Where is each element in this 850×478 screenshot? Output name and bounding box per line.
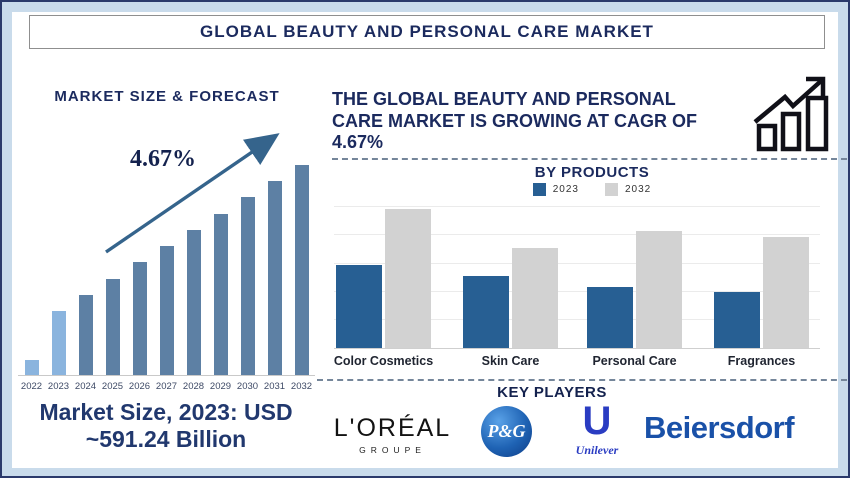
- loreal-groupe-label: GROUPE: [359, 445, 426, 455]
- forecast-bar-2024: [78, 295, 93, 375]
- forecast-year-label-2029: 2029: [209, 381, 232, 392]
- loreal-wordmark: L'ORÉAL: [333, 414, 452, 442]
- legend-label-2032: 2032: [625, 184, 652, 195]
- forecast-year-label-2032: 2032: [290, 381, 313, 392]
- forecast-bar-column-2032: [288, 165, 315, 375]
- products-gridline: [334, 234, 820, 235]
- forecast-bar-column-2023: [45, 311, 72, 375]
- forecast-bar-2030: [240, 197, 255, 375]
- product-bar-2032-color-cosmetics: [385, 209, 431, 348]
- legend-item-2032: 2032: [605, 183, 651, 196]
- forecast-bar-2031: [267, 181, 282, 375]
- forecast-year-label-2027: 2027: [155, 381, 178, 392]
- dashed-divider-top: [332, 158, 847, 160]
- market-size-line1: Market Size, 2023: USD: [39, 399, 293, 425]
- forecast-bar-2022: [24, 360, 39, 375]
- forecast-year-label-2028: 2028: [182, 381, 205, 392]
- content-area: GLOBAL BEAUTY AND PERSONAL CARE MARKET M…: [12, 12, 847, 468]
- forecast-bar-column-2024: [72, 295, 99, 375]
- loreal-logo: L'ORÉAL GROUPE: [325, 414, 460, 455]
- products-gridline: [334, 263, 820, 264]
- forecast-bar-column-2026: [126, 262, 153, 375]
- forecast-bar-column-2029: [207, 214, 234, 375]
- page-title: GLOBAL BEAUTY AND PERSONAL CARE MARKET: [200, 22, 654, 41]
- legend-label-2023: 2023: [552, 184, 579, 195]
- forecast-axis-labels: 2022 2023 2024 2025 2026 2027 2028 2029 2030 2031…: [18, 381, 315, 392]
- product-bar-2023-color-cosmetics: [336, 265, 382, 348]
- cagr-headline-line2: CARE MARKET IS GROWING AT CAGR OF: [332, 110, 697, 131]
- legend-swatch-2023: [532, 183, 546, 196]
- forecast-bar-column-2028: [180, 230, 207, 375]
- trend-arrow-icon: [105, 133, 280, 254]
- header-title-bar: GLOBAL BEAUTY AND PERSONAL CARE MARKET: [29, 15, 825, 49]
- forecast-bar-2029: [213, 214, 228, 375]
- product-category-label-skin-care: Skin Care: [481, 354, 540, 368]
- products-gridline: [334, 206, 820, 207]
- market-size-line2: ~591.24 Billion: [85, 426, 247, 452]
- products-gridline: [334, 319, 820, 320]
- unilever-wordmark: Unilever: [575, 443, 619, 457]
- forecast-year-label-2023: 2023: [47, 381, 70, 392]
- forecast-bar-2023: [51, 311, 66, 375]
- unilever-logo: U Unilever: [563, 400, 631, 458]
- forecast-bar-column-2022: [18, 360, 45, 375]
- cagr-headline-line1: THE GLOBAL BEAUTY AND PERSONAL: [332, 89, 676, 109]
- product-category-label-fragrances: Fragrances: [727, 354, 796, 368]
- pg-logo: P&G: [481, 406, 532, 457]
- forecast-bar-2032: [294, 165, 309, 375]
- products-legend: 2023 2032: [442, 183, 742, 196]
- forecast-bar-column-2027: [153, 246, 180, 375]
- forecast-bar-2025: [105, 279, 120, 375]
- product-bar-2032-fragrances: [763, 237, 809, 348]
- product-group-skin-care: [463, 248, 558, 348]
- forecast-section-title: MARKET SIZE & FORECAST: [54, 88, 280, 105]
- forecast-bar-column-2030: [234, 197, 261, 375]
- product-bar-2023-fragrances: [714, 292, 760, 348]
- forecast-bar-2028: [186, 230, 201, 375]
- forecast-chart: 2022 2023 2024 2025 2026 2027 2028 2029 2030 2031…: [18, 162, 315, 392]
- forecast-bars: [18, 162, 315, 376]
- products-gridline: [334, 291, 820, 292]
- product-bar-2023-personal-care: [587, 287, 633, 348]
- product-category-label-personal-care: Personal Care: [592, 354, 677, 368]
- cagr-headline: THE GLOBAL BEAUTY AND PERSONAL CARE MARK…: [332, 89, 762, 154]
- forecast-bar-2026: [132, 262, 147, 375]
- forecast-year-label-2031: 2031: [263, 381, 286, 392]
- product-category-label-color-cosmetics: Color Cosmetics: [333, 354, 434, 368]
- product-group-fragrances: [714, 237, 809, 348]
- forecast-year-label-2022: 2022: [20, 381, 43, 392]
- legend-swatch-2032: [605, 183, 618, 196]
- forecast-year-label-2024: 2024: [74, 381, 97, 392]
- product-bar-2032-skin-care: [512, 248, 558, 348]
- unilever-u-icon: U: [582, 399, 612, 443]
- product-group-color-cosmetics: [336, 209, 431, 348]
- legend-item-2023: 2023: [532, 183, 579, 196]
- cagr-headline-line3: 4.67%: [332, 132, 384, 152]
- beiersdorf-logo: Beiersdorf: [644, 410, 795, 445]
- products-chart: Color Cosmetics Skin Care Personal Care Fra…: [334, 206, 820, 368]
- forecast-year-label-2030: 2030: [236, 381, 259, 392]
- forecast-bar-2027: [159, 246, 174, 375]
- products-section-title: BY PRODUCTS: [534, 164, 650, 181]
- market-size-note: Market Size, 2023: USD ~591.24 Billion: [20, 399, 312, 453]
- growth-chart-icon: [753, 76, 829, 152]
- forecast-bar-column-2031: [261, 181, 288, 375]
- product-bar-2032-personal-care: [636, 231, 682, 348]
- dashed-divider-bottom: [317, 379, 847, 381]
- forecast-year-label-2026: 2026: [128, 381, 151, 392]
- product-bar-2023-skin-care: [463, 276, 509, 348]
- product-group-personal-care: [587, 231, 682, 348]
- forecast-year-label-2025: 2025: [101, 381, 124, 392]
- cagr-annotation: 4.67%: [130, 146, 196, 172]
- forecast-bar-column-2025: [99, 279, 126, 375]
- pg-wordmark: P&G: [487, 421, 526, 441]
- key-players-title: KEY PLAYERS: [497, 384, 607, 401]
